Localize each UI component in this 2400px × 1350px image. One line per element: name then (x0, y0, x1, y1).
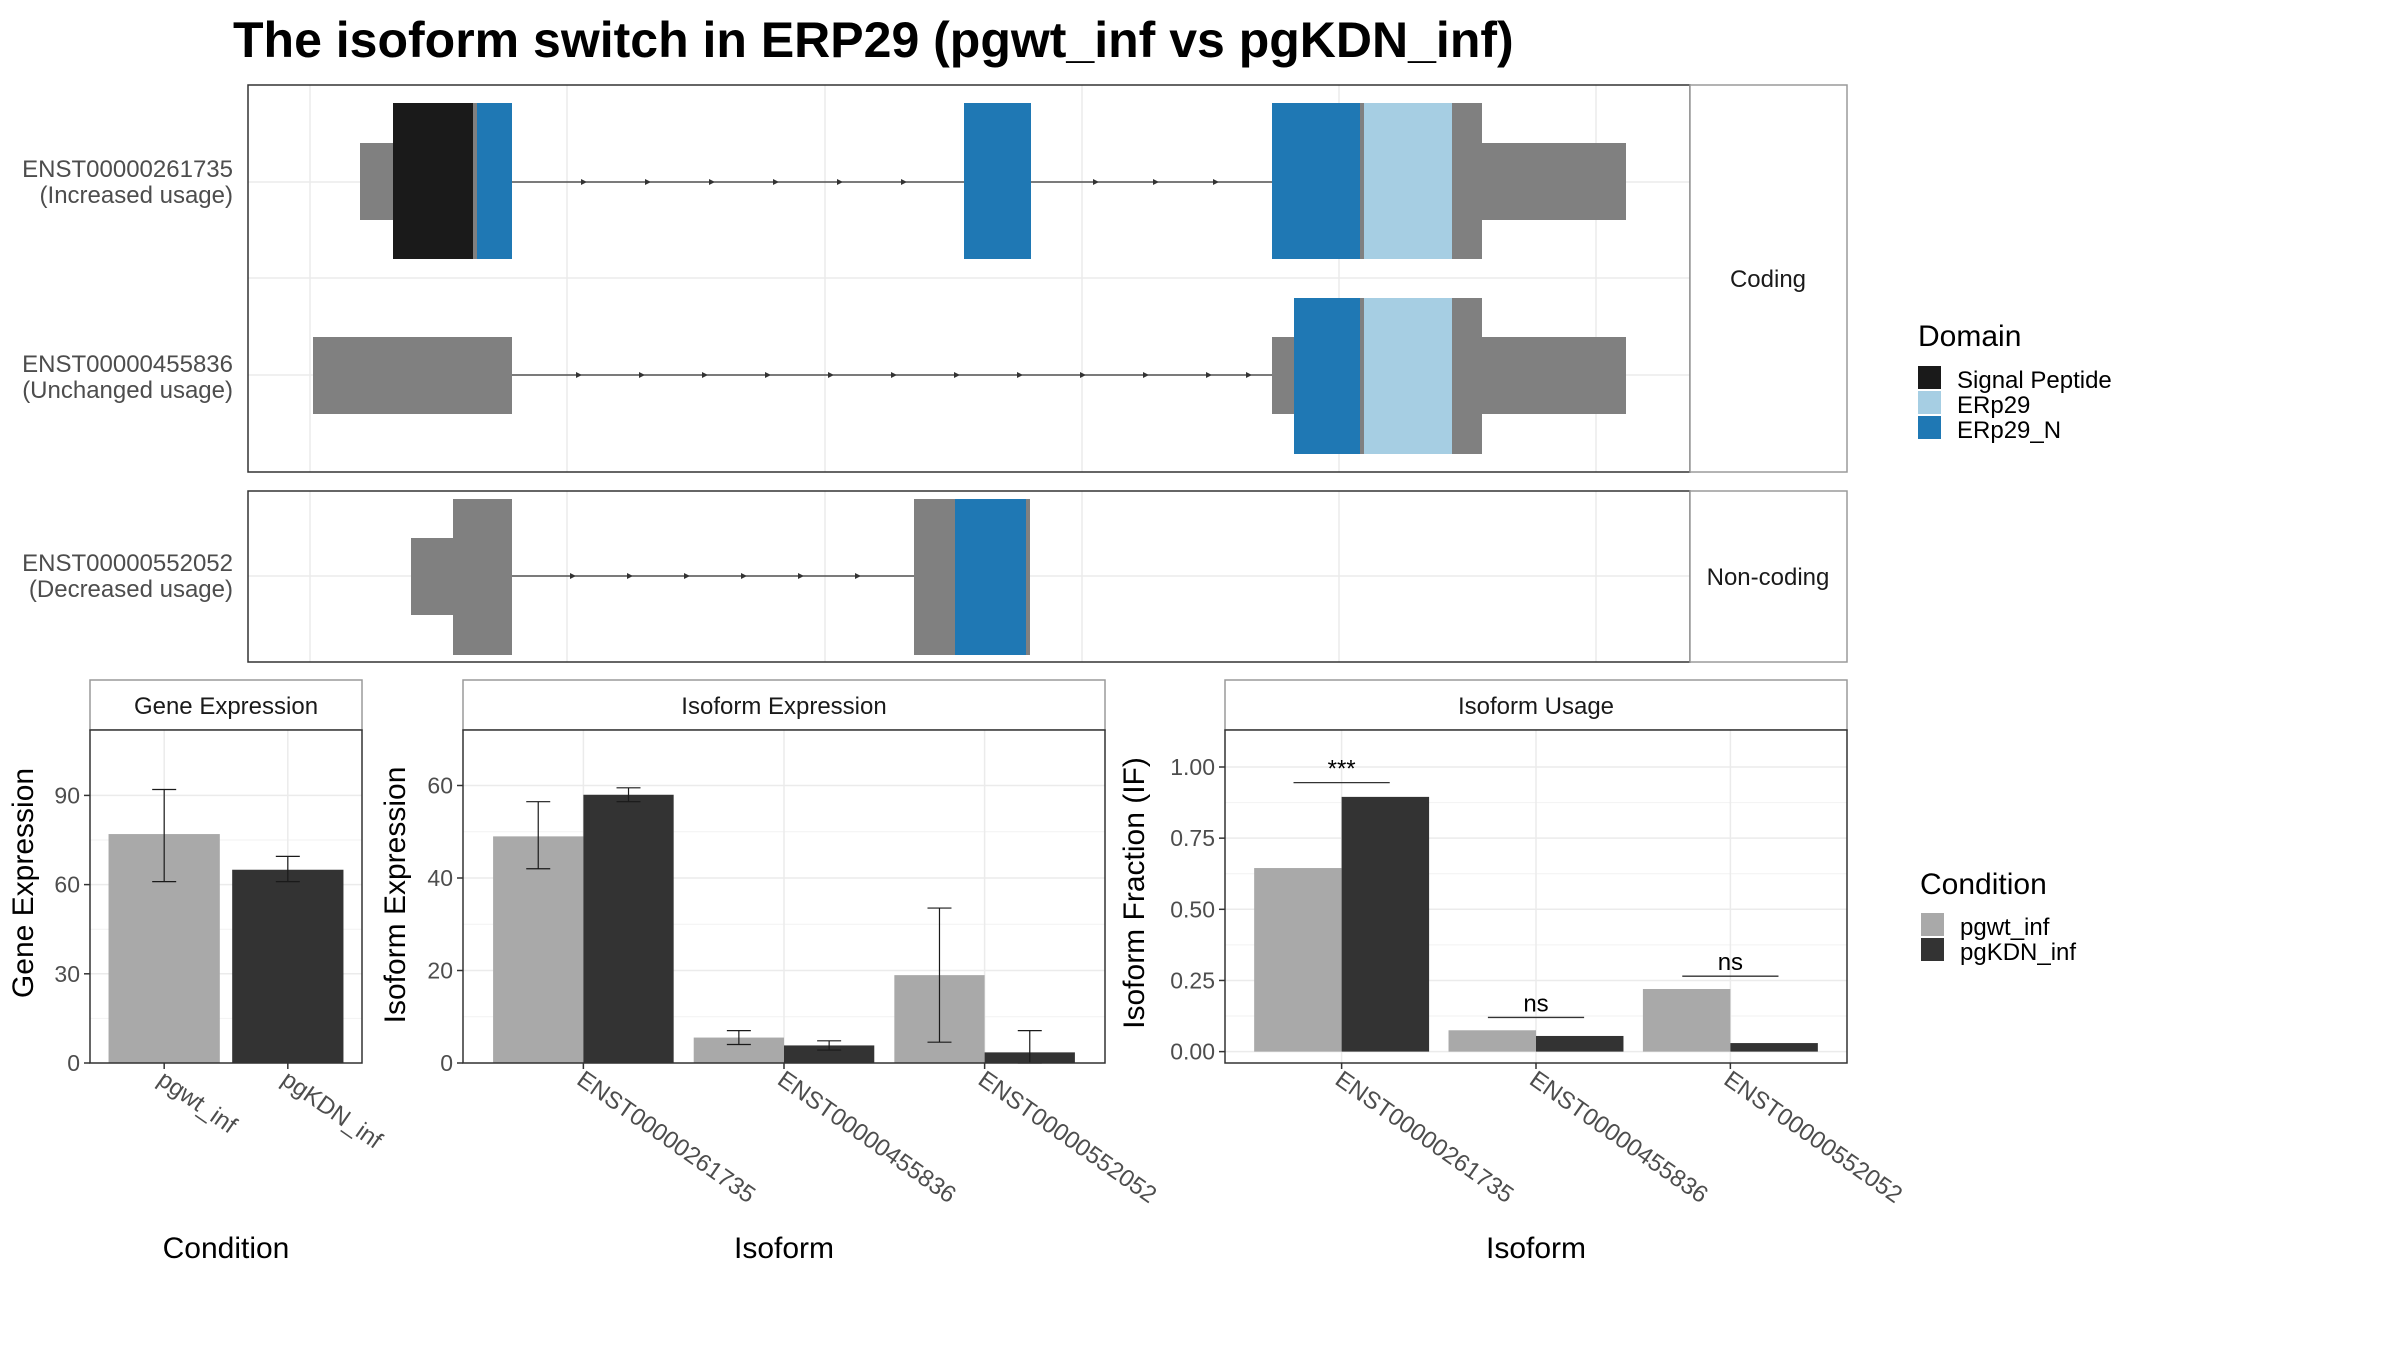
noncoding-strip (1689, 490, 1848, 663)
bar (1448, 1030, 1536, 1052)
noncoding-strip-label: Non-coding (1707, 564, 1830, 591)
utr-exon (313, 337, 512, 414)
legend-key-pgwt-inf (1921, 913, 1944, 936)
transcript-usage-label: (Increased usage) (40, 182, 233, 209)
panel-strip-title: Isoform Expression (681, 693, 886, 720)
y-tick-label: 60 (54, 872, 80, 898)
x-axis-title: Condition (163, 1232, 290, 1265)
y-tick-label: 0.75 (1170, 825, 1215, 851)
isoform-expression-chart: Isoform Expression 0 20 40 60 ENST0000026173… (379, 679, 1161, 1265)
x-tick-label: pgwt_inf (153, 1066, 242, 1140)
y-tick-label: 20 (427, 958, 453, 984)
x-tick-label: pgKDN_inf (276, 1066, 387, 1155)
y-axis-title: Isoform Fraction (IF) (1118, 757, 1151, 1029)
bar (583, 794, 674, 1063)
y-tick-label: 0 (440, 1050, 453, 1076)
gene-expression-chart: Gene Expression 0 30 60 90 pgwt_inf pgKDN_inf… (7, 679, 387, 1265)
x-tick-label: ENST00000261735 (572, 1066, 760, 1209)
transcript-id-label: ENST00000552052 (22, 550, 233, 577)
significance-label: ns (1718, 949, 1743, 976)
transcript-row-ENST00000455836 (313, 298, 1626, 454)
x-tick-label: ENST00000552052 (973, 1066, 1161, 1209)
utr-exon (1482, 143, 1626, 220)
y-tick-label: 0.25 (1170, 967, 1215, 993)
transcript-usage-label: (Decreased usage) (29, 576, 233, 603)
bar (232, 869, 344, 1063)
erp29-n-domain (955, 499, 1026, 655)
y-tick-label: 60 (427, 773, 453, 799)
erp29-n-domain (1272, 103, 1360, 259)
domain-legend-title: Domain (1918, 320, 2021, 353)
bar (1536, 1035, 1624, 1052)
transcript-usage-label: (Unchanged usage) (22, 377, 233, 404)
panel-strip (1224, 679, 1848, 731)
legend-key-erp29-n (1918, 416, 1941, 439)
isoform-usage-chart: Isoform Usage *** ns ns 0.00 0.25 0.50 0.75 1.… (1118, 679, 1907, 1265)
legend-label: ERp29_N (1957, 417, 2061, 444)
domain-legend: Domain Signal Peptide ERp29 ERp29_N (1918, 320, 2112, 444)
y-tick-label: 0.00 (1170, 1039, 1215, 1065)
erp29-domain (1364, 298, 1452, 454)
y-axis-title: Gene Expression (7, 768, 40, 998)
panel-strip (462, 679, 1106, 731)
utr-exon (1482, 337, 1626, 414)
bar (1254, 868, 1342, 1052)
legend-key-erp29 (1918, 391, 1941, 414)
legend-label: pgKDN_inf (1960, 939, 2076, 966)
erp29-n-domain (477, 103, 512, 259)
coding-strip-label: Coding (1730, 266, 1806, 293)
coding-strip (1689, 84, 1848, 473)
condition-legend: Condition pgwt_inf pgKDN_inf (1920, 868, 2076, 966)
erp29-n-domain (1294, 298, 1360, 454)
bar (1730, 1043, 1818, 1052)
legend-label: Signal Peptide (1957, 367, 2112, 394)
signal-peptide-domain (393, 103, 473, 259)
erp29-domain (1364, 103, 1452, 259)
legend-label: ERp29 (1957, 392, 2030, 419)
bar (784, 1045, 875, 1063)
x-tick-label: ENST00000455836 (1525, 1066, 1713, 1209)
erp29-n-domain (964, 103, 1031, 259)
y-tick-label: 0 (67, 1050, 80, 1076)
legend-label: pgwt_inf (1960, 914, 2050, 941)
transcript-row-ENST00000261735 (360, 103, 1626, 259)
transcript-structure-panel: Coding Non-coding ENST00000261735 (Incre… (22, 84, 1848, 663)
y-tick-label: 30 (54, 961, 80, 987)
exon-block (453, 499, 512, 655)
intron-arrows (576, 372, 1252, 378)
intron-arrows (570, 573, 861, 579)
intron-arrows (581, 179, 1219, 185)
transcript-id-label: ENST00000261735 (22, 156, 233, 183)
bar (493, 836, 584, 1063)
bar (1341, 796, 1430, 1052)
y-tick-label: 90 (54, 782, 80, 808)
condition-legend-title: Condition (1920, 868, 2047, 901)
y-tick-label: 40 (427, 865, 453, 891)
utr-exon (411, 538, 453, 615)
transcript-id-label: ENST00000455836 (22, 351, 233, 378)
panel-strip-title: Gene Expression (134, 693, 318, 720)
x-axis-title: Isoform (1486, 1232, 1586, 1265)
x-axis-title: Isoform (734, 1232, 834, 1265)
significance-label: *** (1328, 756, 1356, 783)
utr-exon (360, 143, 393, 220)
legend-key-signal-peptide (1918, 366, 1941, 389)
y-axis-title: Isoform Expression (379, 767, 412, 1024)
x-tick-label: ENST00000261735 (1330, 1066, 1518, 1209)
x-tick-label: ENST00000455836 (773, 1066, 961, 1209)
figure-title: The isoform switch in ERP29 (pgwt_inf vs… (233, 12, 1514, 68)
panel-border (89, 729, 363, 1064)
bar (1642, 989, 1731, 1052)
y-tick-label: 1.00 (1170, 754, 1215, 780)
panel-strip-title: Isoform Usage (1458, 693, 1614, 720)
transcript-row-ENST00000552052 (411, 499, 1030, 655)
legend-key-pgkdn-inf (1921, 938, 1944, 961)
x-tick-label: ENST00000552052 (1719, 1066, 1907, 1209)
y-tick-label: 0.50 (1170, 896, 1215, 922)
significance-label: ns (1523, 990, 1548, 1017)
utr-exon (1272, 337, 1294, 414)
